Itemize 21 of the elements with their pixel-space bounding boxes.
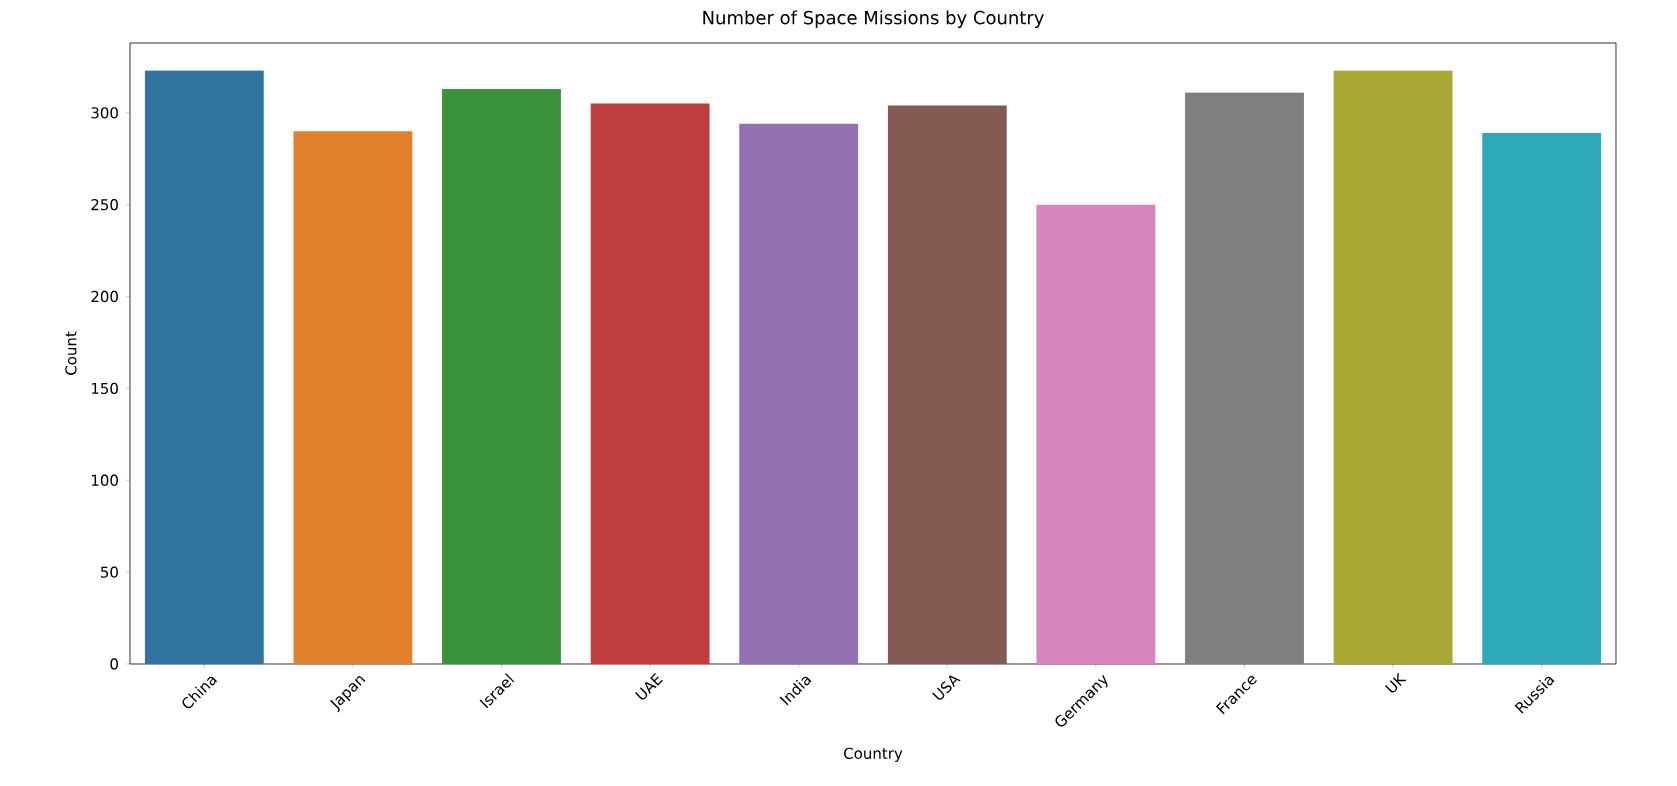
bar	[442, 88, 561, 664]
chart-title: Number of Space Missions by Country	[703, 10, 1044, 28]
bar	[1482, 133, 1602, 664]
x-tick-label: USA	[932, 675, 961, 700]
y-tick-label: 200	[91, 290, 118, 303]
y-tick-label: 150	[91, 382, 118, 395]
x-axis-title: Country	[844, 747, 903, 762]
y-tick-label: 250	[91, 198, 118, 211]
y-tick-label: 50	[101, 566, 118, 578]
bar	[1036, 204, 1156, 664]
y-axis-title: Count	[65, 331, 77, 375]
y-tick-label: 0	[110, 658, 118, 670]
bar	[590, 103, 710, 664]
x-tick-label: UK	[1384, 672, 1407, 693]
y-tick-label: 300	[91, 107, 118, 119]
y-tick-label: 100	[91, 474, 118, 486]
bar	[144, 70, 264, 664]
bar	[887, 105, 1007, 664]
bar	[1333, 70, 1453, 664]
bar	[739, 123, 859, 664]
bar	[293, 131, 413, 664]
